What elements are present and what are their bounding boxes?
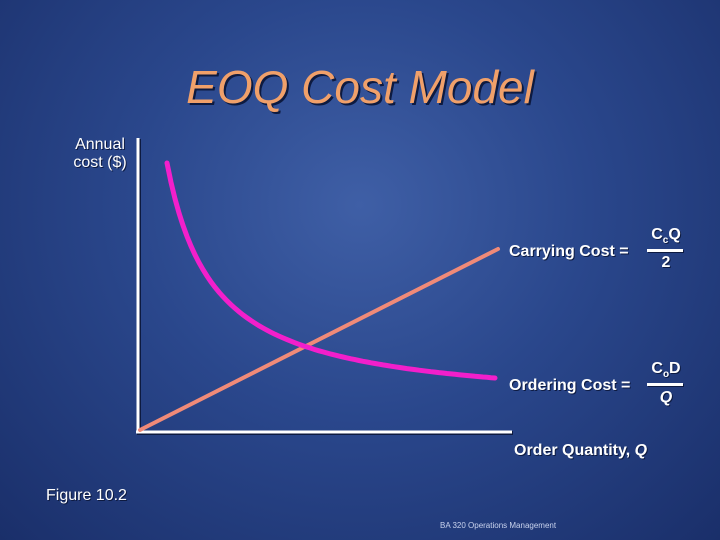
ordering-cost-curve xyxy=(164,160,498,381)
footer-text: BA 320 Operations Management xyxy=(440,521,557,530)
y-axis-label-line2: cost ($) xyxy=(73,154,127,171)
y-axis-label: Annual cost ($) xyxy=(60,136,140,172)
ordering-cost-denominator: Q xyxy=(659,389,673,406)
ordering-cost-numerator: CoD xyxy=(651,360,681,381)
x-axis-label: Order Quantity, Q xyxy=(514,442,648,459)
carrying-cost-numerator: CcQ xyxy=(651,226,681,247)
ordering-cost-fraction-bar xyxy=(647,383,683,386)
figure-label: Figure 10.2 xyxy=(46,487,127,504)
carrying-cost-line xyxy=(138,247,500,432)
y-axis-label-line1: Annual xyxy=(75,136,125,153)
slide-title: EOQ Cost Model xyxy=(186,61,534,113)
carrying-cost-fraction-bar xyxy=(647,249,683,252)
ordering-cost-label: Ordering Cost = xyxy=(509,377,631,394)
carrying-cost-denominator: 2 xyxy=(661,254,671,271)
carrying-cost-label: Carrying Cost = xyxy=(509,243,629,260)
